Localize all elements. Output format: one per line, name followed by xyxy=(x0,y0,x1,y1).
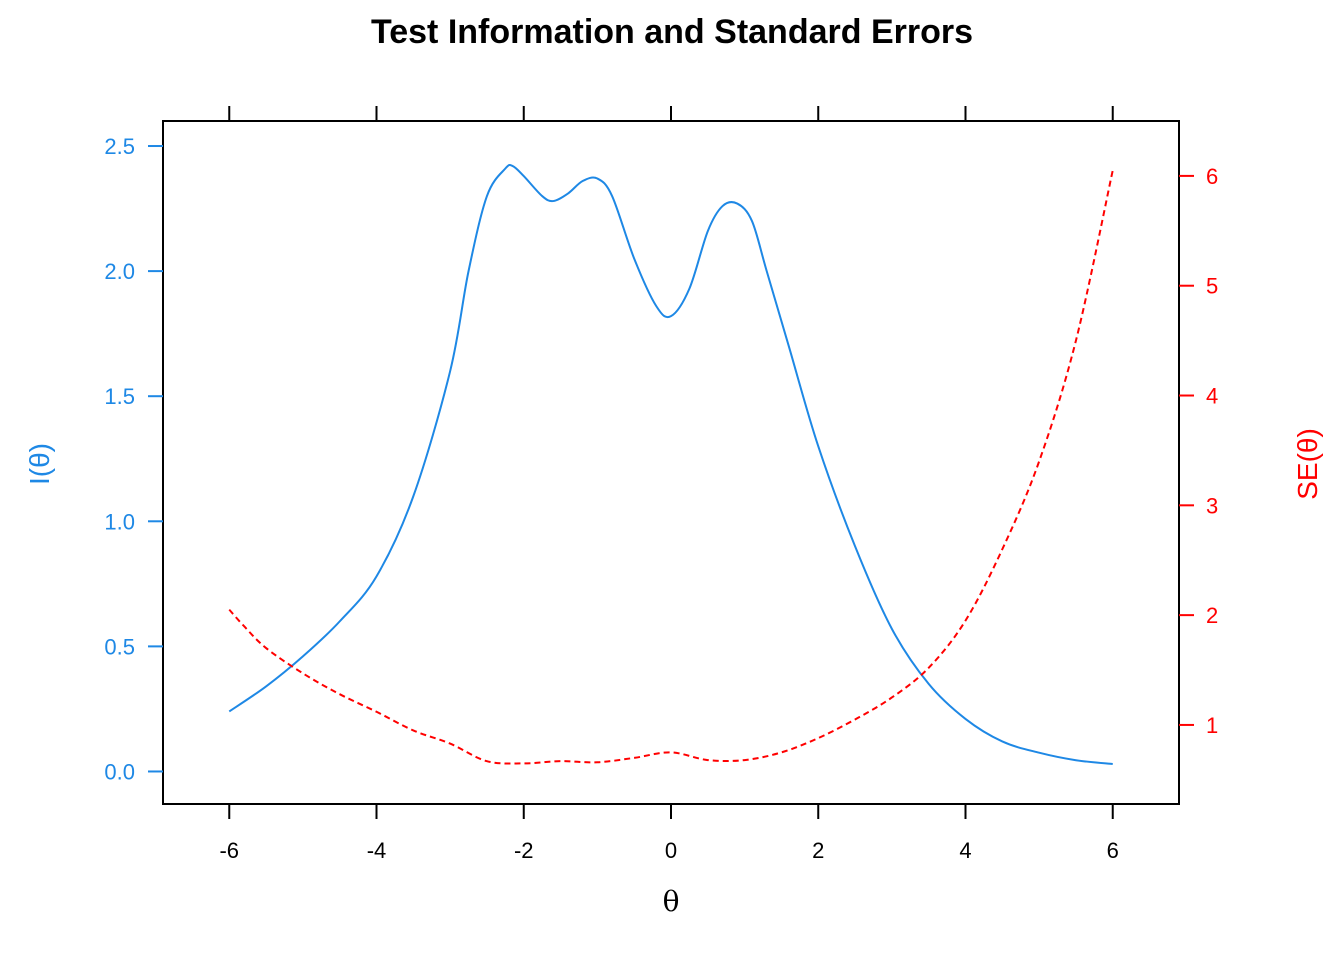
y-axis-left: 0.0 0.5 1.0 1.5 2.0 2.5 xyxy=(104,134,163,784)
x-axis-bottom: -6 -4 -2 0 2 4 6 xyxy=(219,804,1119,863)
series-layer xyxy=(228,163,1114,765)
y-left-tick-label: 2.5 xyxy=(104,134,135,159)
y-left-tick-label: 0.5 xyxy=(104,634,135,659)
y-axis-right-label: SE(θ) xyxy=(1292,428,1323,500)
y-left-tick-label: 1.5 xyxy=(104,384,135,409)
x-tick-label: -6 xyxy=(219,838,239,863)
y-right-tick-label: 1 xyxy=(1206,713,1218,738)
chart-title: Test Information and Standard Errors xyxy=(371,13,973,51)
x-tick-label: -4 xyxy=(367,838,387,863)
x-tick-label: 2 xyxy=(812,838,824,863)
x-tick-label: 0 xyxy=(665,838,677,863)
y-left-tick-label: 0.0 xyxy=(104,759,135,784)
x-axis-top xyxy=(228,106,1114,121)
y-left-tick-label: 1.0 xyxy=(104,509,135,534)
y-right-tick-label: 2 xyxy=(1206,603,1218,628)
y-right-tick-label: 4 xyxy=(1206,384,1218,409)
y-right-tick-label: 6 xyxy=(1206,164,1218,189)
y-axis-left-label: I(θ) xyxy=(24,443,55,485)
plot-frame xyxy=(162,120,1180,805)
information-curve xyxy=(228,163,1113,765)
x-tick-label: -2 xyxy=(514,838,534,863)
x-axis-label: θ xyxy=(663,885,680,918)
x-tick-label: 6 xyxy=(1107,838,1119,863)
y-axis-right: 1 2 3 4 5 6 xyxy=(1179,164,1218,738)
x-tick-label: 4 xyxy=(959,838,971,863)
y-right-tick-label: 3 xyxy=(1206,493,1218,518)
standard-error-curve xyxy=(228,170,1114,765)
y-right-tick-label: 5 xyxy=(1206,274,1218,299)
y-left-tick-label: 2.0 xyxy=(104,259,135,284)
